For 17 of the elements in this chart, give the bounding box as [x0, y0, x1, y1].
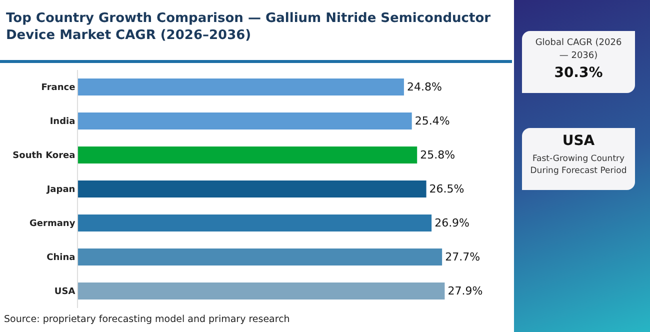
data-label: 25.8% [420, 148, 456, 162]
data-label: 27.9% [448, 284, 483, 298]
data-label: 24.8% [406, 80, 442, 94]
data-label: 25.4% [414, 114, 450, 128]
chart-title: Top Country Growth Comparison — Gallium Nitride Semiconductor Device Market CAGR (2026–2036) [6, 10, 492, 44]
y-tick-label: USA [54, 287, 76, 298]
side-panel: Global CAGR (2026 — 2036) 30.3% USA Fast-Growing Country During Forecast Period [514, 0, 650, 332]
data-label: 26.9% [434, 216, 470, 230]
y-tick-label: South Korea [12, 151, 76, 162]
y-tick-label: France [41, 83, 76, 94]
data-label: 27.7% [445, 250, 480, 264]
y-tick-label: Japan [46, 185, 76, 196]
y-tick-label: China [46, 253, 76, 264]
source-note: Source: proprietary forecasting model and primary research [4, 314, 290, 325]
y-tick-label: India [50, 117, 76, 128]
data-label: 26.5% [429, 182, 464, 196]
y-tick-label: Germany [30, 219, 76, 230]
